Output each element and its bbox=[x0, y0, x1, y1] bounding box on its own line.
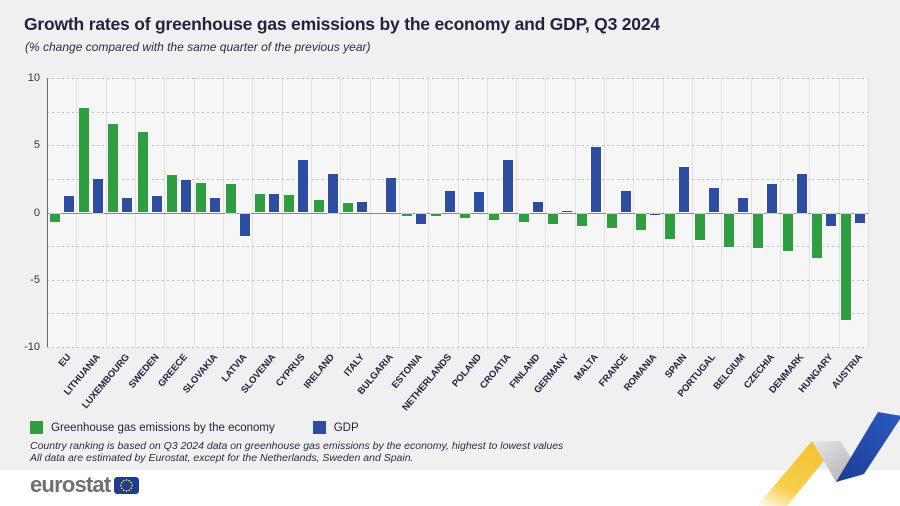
bar-austria-emissions bbox=[841, 213, 852, 320]
bar-portugal-gdp bbox=[708, 188, 719, 213]
bar-eu-emissions bbox=[49, 213, 60, 222]
bar-bulgaria-gdp bbox=[386, 177, 397, 213]
bar-belgium-emissions bbox=[724, 213, 735, 248]
footnotes: Country ranking is based on Q3 2024 data… bbox=[30, 440, 564, 464]
gdp-legend-swatch bbox=[312, 421, 326, 434]
bar-estonia-gdp bbox=[415, 213, 426, 225]
y-tick-label: -10 bbox=[24, 341, 40, 353]
bar-netherlands-gdp bbox=[444, 190, 455, 213]
legend: Greenhouse gas emissions by the economy … bbox=[30, 421, 359, 434]
bar-cyprus-gdp bbox=[298, 160, 309, 213]
gdp-legend-label: GDP bbox=[333, 421, 359, 434]
chart-title: Growth rates of greenhouse gas emissions… bbox=[24, 14, 660, 34]
bar-hungary-gdp bbox=[826, 213, 837, 226]
bar-latvia-gdp bbox=[239, 213, 250, 237]
bar-croatia-emissions bbox=[489, 213, 500, 221]
bar-poland-gdp bbox=[474, 192, 485, 213]
bar-latvia-emissions bbox=[225, 184, 236, 213]
bar-romania-gdp bbox=[650, 213, 661, 215]
y-tick-label: -5 bbox=[30, 273, 40, 286]
bar-sweden-emissions bbox=[137, 131, 148, 213]
y-axis-line bbox=[47, 78, 48, 347]
bar-portugal-emissions bbox=[694, 213, 705, 241]
bar-netherlands-emissions bbox=[430, 213, 441, 217]
bar-malta-gdp bbox=[591, 146, 602, 213]
y-tick-label: 0 bbox=[33, 206, 40, 219]
horizontal-gridline bbox=[47, 279, 868, 281]
bar-denmark-emissions bbox=[782, 213, 793, 252]
bar-france-gdp bbox=[620, 190, 631, 213]
bar-france-emissions bbox=[606, 213, 617, 229]
bar-spain-gdp bbox=[679, 166, 690, 213]
bar-lithuania-gdp bbox=[92, 178, 103, 213]
bar-sweden-gdp bbox=[151, 196, 162, 213]
bar-greece-gdp bbox=[180, 180, 191, 213]
horizontal-gridline bbox=[47, 313, 868, 315]
bar-denmark-gdp bbox=[796, 173, 807, 213]
bar-belgium-gdp bbox=[738, 197, 749, 213]
bar-slovenia-emissions bbox=[254, 193, 265, 213]
horizontal-gridline bbox=[47, 111, 868, 113]
bar-austria-gdp bbox=[855, 213, 866, 223]
bar-luxembourg-emissions bbox=[108, 123, 119, 213]
bar-ireland-gdp bbox=[327, 173, 338, 213]
emissions-legend-label: Greenhouse gas emissions by the economy bbox=[51, 421, 275, 434]
bar-slovenia-gdp bbox=[268, 193, 279, 213]
bar-germany-gdp bbox=[562, 211, 573, 213]
bar-czechia-emissions bbox=[753, 213, 764, 249]
emissions-legend-swatch bbox=[30, 421, 43, 434]
bar-italy-gdp bbox=[356, 201, 367, 213]
bar-lithuania-emissions bbox=[78, 107, 89, 213]
bar-malta-emissions bbox=[577, 213, 588, 226]
bar-poland-emissions bbox=[460, 213, 471, 218]
eu-flag-icon bbox=[114, 476, 140, 494]
bar-czechia-gdp bbox=[767, 184, 778, 213]
footnote-line-2: All data are estimated by Eurostat, exce… bbox=[30, 451, 414, 464]
plot-area bbox=[47, 78, 869, 348]
vertical-gridline bbox=[868, 78, 869, 347]
bar-hungary-emissions bbox=[812, 213, 823, 258]
eurostat-logo: eurostat bbox=[30, 472, 111, 497]
bar-slovakia-emissions bbox=[196, 182, 207, 213]
horizontal-gridline bbox=[47, 145, 868, 147]
bar-spain-emissions bbox=[665, 213, 676, 240]
footer: eurostat bbox=[30, 472, 140, 497]
bar-finland-gdp bbox=[532, 201, 543, 213]
zero-line bbox=[47, 212, 868, 214]
bar-italy-emissions bbox=[342, 203, 353, 213]
bar-cyprus-emissions bbox=[284, 195, 295, 213]
horizontal-gridline bbox=[47, 246, 868, 248]
bar-eu-gdp bbox=[63, 196, 74, 213]
bar-estonia-emissions bbox=[401, 213, 412, 217]
bar-slovakia-gdp bbox=[210, 197, 221, 213]
bar-croatia-gdp bbox=[503, 160, 514, 213]
horizontal-gridline bbox=[47, 78, 868, 79]
y-tick-label: 10 bbox=[27, 72, 40, 84]
horizontal-gridline bbox=[47, 347, 868, 348]
bar-romania-emissions bbox=[636, 213, 647, 230]
chart-subtitle: (% change compared with the same quarter… bbox=[25, 40, 371, 54]
y-tick-label: 5 bbox=[33, 139, 40, 152]
footnote-line-1: Country ranking is based on Q3 2024 data… bbox=[30, 440, 564, 452]
bar-finland-emissions bbox=[518, 213, 529, 222]
horizontal-gridline bbox=[47, 178, 868, 180]
eurostat-ribbon-graphic bbox=[757, 412, 900, 506]
bar-ireland-emissions bbox=[313, 200, 324, 213]
bar-germany-emissions bbox=[548, 213, 559, 225]
bar-greece-emissions bbox=[166, 174, 177, 213]
bar-luxembourg-gdp bbox=[122, 197, 133, 213]
